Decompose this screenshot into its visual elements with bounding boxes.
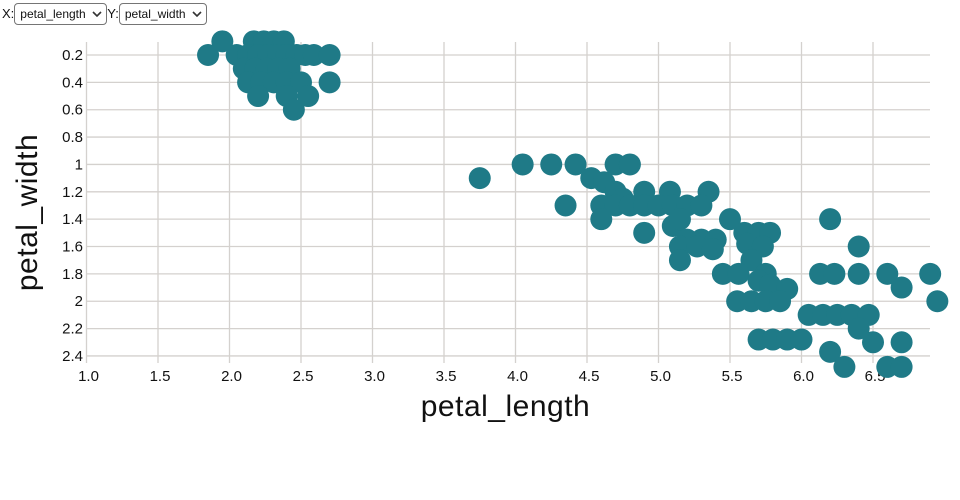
data-point (847, 262, 870, 285)
data-point (247, 85, 270, 108)
x-select-wrap: petal_length (14, 3, 108, 25)
data-point (862, 331, 884, 354)
y-tick-label: 0.2 (62, 47, 83, 64)
axis-controls: X: petal_length Y: petal_width (2, 3, 207, 25)
data-point (823, 262, 846, 285)
data-point (790, 328, 813, 351)
data-point (618, 153, 641, 176)
x-tick-label: 1.0 (78, 368, 99, 385)
y-tick-label: 1.2 (62, 184, 83, 201)
data-point (554, 194, 577, 217)
x-tick-label: 4.5 (579, 368, 600, 385)
data-point (511, 153, 534, 176)
data-point (564, 153, 587, 176)
data-point (197, 44, 220, 66)
data-point (302, 44, 325, 66)
data-point (926, 290, 949, 313)
data-point (740, 249, 763, 272)
data-point (847, 317, 870, 340)
y-tick-label: 2 (75, 293, 83, 310)
x-tick-label: 5.5 (722, 368, 743, 385)
y-tick-label: 0.4 (62, 74, 83, 91)
x-axis-title: petal_length (421, 390, 590, 423)
data-point (590, 208, 613, 231)
data-point (633, 221, 656, 244)
data-point (919, 262, 942, 285)
y-tick-label: 2.2 (62, 321, 83, 338)
y-axis-select[interactable]: petal_width (118, 3, 207, 25)
y-tick-label: 0.8 (62, 129, 83, 146)
data-point (727, 262, 750, 285)
data-point (297, 85, 320, 108)
x-tick-label: 2.5 (293, 368, 314, 385)
data-point (847, 235, 870, 258)
data-point (819, 340, 842, 363)
scatter-plot-svg: 1.0 1.5 2.0 2.5 3.0 3.5 4.0 4.5 5.0 5.5 6.0 6.50.20… (11, 30, 949, 423)
scatter-plot: 1.0 1.5 2.0 2.5 3.0 3.5 4.0 4.5 5.0 5.5 6.0 6.5 0.2 0… (11, 30, 949, 423)
y-select-wrap: petal_width (118, 3, 207, 25)
data-point (318, 44, 341, 66)
data-point (701, 238, 724, 261)
data-point (719, 208, 741, 231)
data-point (769, 290, 792, 313)
x-tick-label: 1.5 (150, 368, 171, 385)
data-point (668, 208, 691, 231)
data-point (876, 262, 899, 285)
y-tick-label: 1.8 (62, 266, 83, 283)
y-tick-label: 1.6 (62, 239, 83, 256)
x-tick-label: 2.0 (221, 368, 242, 385)
data-point (890, 355, 913, 378)
data-point (282, 98, 305, 121)
data-point (690, 194, 713, 217)
y-tick-label: 1 (75, 156, 83, 173)
x-tick-label: 5.0 (650, 368, 671, 385)
x-axis-select[interactable]: petal_length (14, 3, 108, 25)
data-point (890, 276, 913, 299)
data-point (668, 249, 691, 272)
data-point (468, 167, 491, 190)
y-axis-title: petal_width (11, 134, 44, 291)
data-point (890, 331, 913, 354)
data-point (318, 71, 341, 94)
data-point (819, 208, 842, 231)
y-tick-label: 1.4 (62, 211, 83, 228)
data-point (211, 30, 234, 53)
x-tick-label: 3.5 (436, 368, 457, 385)
data-point (540, 153, 563, 176)
x-tick-label: 4.0 (507, 368, 528, 385)
x-tick-label: 6.0 (793, 368, 814, 385)
data-point (711, 262, 734, 285)
y-tick-label: 2.4 (62, 348, 83, 365)
y-tick-label: 0.6 (62, 102, 83, 119)
x-select-label: X: (2, 6, 15, 21)
x-tick-label: 3.0 (364, 368, 385, 385)
y-select-label: Y: (107, 6, 119, 21)
data-point (833, 355, 856, 378)
